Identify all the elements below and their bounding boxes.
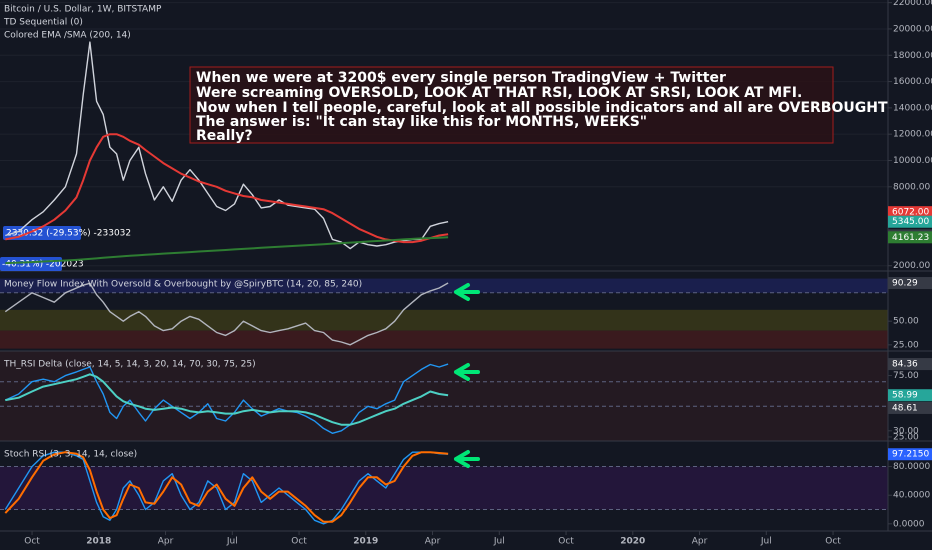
series-line <box>5 236 449 265</box>
price-tag <box>888 215 932 228</box>
pane-title: TH_RSI Delta (close, 14, 5, 14, 3, 20, 1… <box>3 360 256 370</box>
x-tick-label: Apr <box>425 537 441 547</box>
x-tick-label: Jul <box>226 537 238 547</box>
price-tag <box>888 448 932 461</box>
price-tag-label: 58.99 <box>892 391 918 401</box>
y-tick-label: 25.00 <box>893 340 919 350</box>
price-tag-label: 4161.23 <box>892 233 929 243</box>
price-tag <box>888 277 932 290</box>
x-tick-label: Apr <box>692 537 708 547</box>
y-tick-label: 40.0000 <box>893 491 930 501</box>
plots: 2000.00 8000.00 10000.00 12000.00 14000.00 16… <box>3 0 932 547</box>
x-tick-label: Oct <box>825 537 841 547</box>
y-tick-label: 18000.00 <box>893 51 932 61</box>
x-tick-label: Jul <box>760 537 772 547</box>
y-tick-label: 12000.00 <box>893 130 932 140</box>
price-tag <box>888 231 932 244</box>
series-line <box>4 282 449 346</box>
series-line <box>5 363 449 434</box>
green-arrow <box>454 363 480 381</box>
zone-band <box>0 466 888 510</box>
price-tag-label: 6072.00 <box>892 208 929 218</box>
y-tick-label: 16000.00 <box>893 77 932 87</box>
series-line <box>4 451 449 523</box>
y-tick-label: 75.00 <box>893 371 919 381</box>
y-tick-label: 8000.00 <box>893 182 930 192</box>
y-tick-label: 2000.00 <box>893 261 930 271</box>
annotation-line: The answer is: "It can stay like this fo… <box>196 114 647 130</box>
x-tick-label: Oct <box>291 537 307 547</box>
price-tag-label: 84.36 <box>892 360 918 370</box>
y-tick-label: 25.00 <box>893 432 919 442</box>
green-arrow <box>454 283 480 301</box>
series-line <box>5 373 449 426</box>
y-tick-label: 80.0000 <box>893 462 930 472</box>
measure-text: -40.31%) -202023 <box>2 260 84 270</box>
pane-title: Stoch RSI (3, 3, 14, 14, close) <box>4 450 137 460</box>
pane-title: Money Flow Index With Oversold & Overbou… <box>4 280 362 290</box>
measure-text: 2330.32 (-29.53%) -233032 <box>6 229 131 239</box>
y-tick-label: 0.0000 <box>893 519 925 529</box>
x-tick-label: 2018 <box>86 537 111 547</box>
zone-band <box>0 330 888 349</box>
price-tag <box>888 389 932 402</box>
x-tick-label: 2020 <box>620 537 645 547</box>
x-tick-label: 2019 <box>353 537 378 547</box>
y-tick-label: 22000.00 <box>893 0 932 8</box>
annotation-line: Now when I tell people, careful, look at… <box>196 100 888 116</box>
price-tag <box>888 358 932 371</box>
annotation-box <box>189 66 834 144</box>
x-tick-label: Apr <box>158 537 174 547</box>
arrows <box>454 283 480 468</box>
y-tick-label: 30.00 <box>893 426 919 436</box>
price-tag-label: 48.61 <box>892 403 918 413</box>
symbol-title: Bitcoin / U.S. Dollar, 1W, BITSTAMP <box>4 5 162 15</box>
y-tick-label: 14000.00 <box>893 103 932 113</box>
series-line <box>4 451 449 525</box>
price-tag-label: 90.29 <box>892 279 918 289</box>
x-tick-label: Oct <box>24 537 40 547</box>
x-tick-label: Oct <box>558 537 574 547</box>
green-arrow <box>454 450 480 468</box>
price-tag-label: 5345.00 <box>892 217 929 227</box>
indicator-title: TD Sequential (0) <box>3 18 83 28</box>
series-line <box>5 41 449 250</box>
y-tick-label: 10000.00 <box>893 156 932 166</box>
zone-band <box>0 309 888 331</box>
price-tag <box>888 206 932 219</box>
x-tick-label: Jul <box>493 537 505 547</box>
series-line <box>5 133 449 244</box>
annotation-line: Really? <box>196 128 253 144</box>
y-tick-label: 20000.00 <box>893 24 932 34</box>
annotation-line: Were screaming OVERSOLD, LOOK AT THAT RS… <box>196 85 802 101</box>
price-tag <box>888 401 932 414</box>
annotation-line: When we were at 3200$ every single perso… <box>196 70 726 86</box>
indicator-title: Colored EMA /SMA (200, 14) <box>4 31 131 41</box>
measure-label <box>3 226 81 240</box>
price-tag-label: 97.2150 <box>892 450 929 460</box>
y-tick-label: 50.00 <box>893 317 919 327</box>
